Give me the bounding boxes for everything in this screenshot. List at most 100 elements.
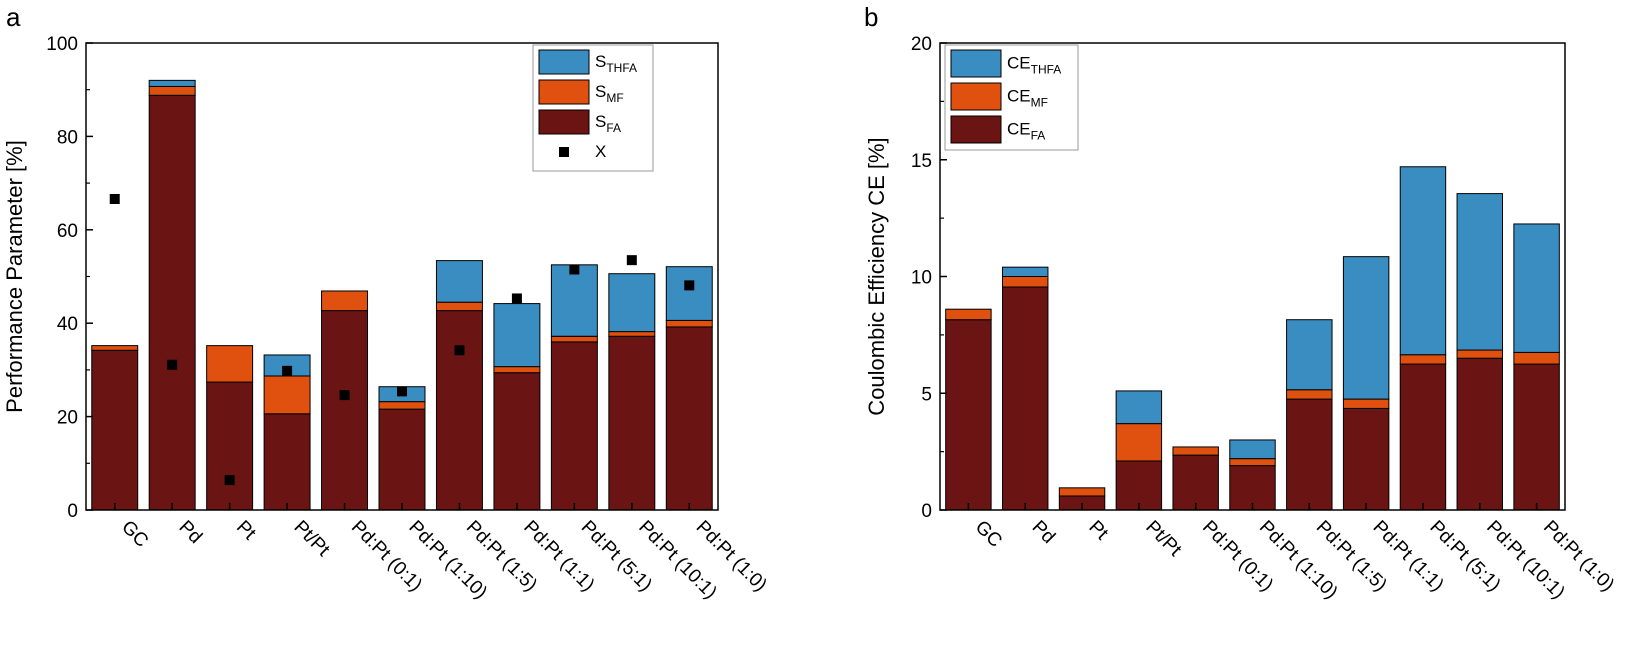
legend-swatch-thfa [538,49,590,75]
bar-s-mf-1 [148,85,196,96]
bar-ce-thfa-3 [1115,390,1163,425]
x-tick-label: Pt [1085,517,1113,545]
y-tick-label: 15 [911,151,932,172]
y-tick-label: 40 [57,314,78,335]
bar-ce-thfa-5 [1229,439,1276,460]
y-tick-label: 10 [911,268,932,289]
bar-s-mf-9 [608,331,656,337]
bar-s-fa-0 [91,349,139,511]
bar-s-mf-3 [263,375,311,415]
bar-ce-fa-5 [1229,465,1276,511]
bar-ce-fa-0 [945,319,992,511]
bar-s-mf-4 [321,290,369,312]
bar-ce-mf-0 [945,308,992,321]
legend-swatch-x [559,147,569,157]
panel-letter: a [6,2,21,32]
bar-ce-mf-10 [1513,351,1560,365]
scatter-point-x-10 [684,280,695,291]
bar-s-mf-7 [493,366,541,374]
bar-s-fa-3 [263,413,311,511]
legend-swatch-fa [538,109,590,135]
x-tick-label: GC [117,517,152,552]
bar-s-fa-5 [378,408,426,511]
bar-s-mf-5 [378,401,426,410]
bar-ce-thfa-6 [1286,319,1333,391]
bar-s-thfa-10 [665,266,713,321]
bar-s-mf-10 [665,319,713,328]
bar-s-thfa-9 [608,273,656,333]
bar-ce-mf-8 [1399,354,1447,365]
legend-swatch-mf [950,82,1002,111]
bar-ce-fa-6 [1286,398,1333,511]
bar-ce-fa-8 [1399,363,1447,511]
legend-swatch-thfa [950,49,1002,78]
bar-ce-fa-1 [1002,286,1049,511]
bar-ce-mf-9 [1456,349,1504,359]
panel-letter: b [864,2,878,32]
y-axis-label: Coulombic Efficiency CE [%] [864,137,889,415]
bar-ce-thfa-10 [1513,223,1560,353]
x-tick-label: Pt/Pt [290,517,334,561]
scatter-point-x-1 [167,359,178,370]
x-tick-label: Pt/Pt [1141,517,1185,561]
scatter-point-x-0 [109,193,120,204]
scatter-point-x-3 [282,365,293,376]
scatter-point-x-6 [454,345,465,356]
x-tick-label: Pt [232,517,260,545]
bar-s-mf-0 [91,345,139,351]
bar-s-mf-8 [550,335,598,343]
bar-ce-mf-2 [1058,487,1106,497]
bar-ce-fa-4 [1172,454,1219,511]
bar-ce-mf-6 [1286,389,1333,400]
bar-ce-thfa-1 [1002,266,1049,278]
bar-s-fa-9 [608,335,656,511]
bar-s-fa-1 [148,94,196,511]
legend-swatch-fa [950,115,1002,144]
scatter-point-x-2 [224,475,235,486]
bar-s-fa-6 [435,310,483,511]
bar-s-thfa-1 [148,79,196,87]
bar-ce-mf-1 [1002,276,1049,288]
y-tick-label: 80 [57,127,78,148]
scatter-point-x-8 [569,264,580,275]
bar-s-mf-6 [435,301,483,312]
bar-ce-fa-7 [1342,407,1390,511]
bar-ce-mf-5 [1229,458,1276,467]
bar-s-fa-4 [321,310,369,511]
bar-ce-thfa-7 [1342,256,1390,400]
bar-ce-fa-9 [1456,357,1504,511]
x-tick-label: Pd [175,517,206,548]
y-tick-label: 0 [67,501,78,522]
x-tick-label: Pd [1028,517,1059,548]
legend-swatch-mf [538,79,590,105]
bar-ce-thfa-9 [1456,193,1504,351]
bar-s-mf-2 [206,345,254,383]
scatter-point-x-9 [626,255,637,266]
bar-ce-fa-3 [1115,460,1163,511]
x-tick-label: GC [971,517,1006,552]
bar-ce-mf-4 [1172,446,1219,456]
bar-ce-fa-10 [1513,363,1560,511]
bar-s-thfa-7 [493,303,541,368]
y-tick-label: 20 [57,408,78,429]
bar-s-fa-7 [493,372,541,511]
bar-s-fa-10 [665,326,713,511]
bar-ce-mf-7 [1342,398,1390,409]
bar-ce-thfa-8 [1399,166,1447,356]
y-tick-label: 20 [911,34,932,55]
y-tick-label: 100 [46,34,78,55]
bar-s-fa-2 [206,381,254,511]
bar-s-fa-8 [550,341,598,511]
y-tick-label: 5 [921,384,932,405]
bar-s-thfa-8 [550,264,598,337]
bar-s-thfa-3 [263,354,311,377]
bar-s-thfa-6 [435,260,483,303]
bar-ce-mf-3 [1115,423,1163,462]
legend-label-x: X [595,142,606,161]
scatter-point-x-4 [339,390,350,401]
